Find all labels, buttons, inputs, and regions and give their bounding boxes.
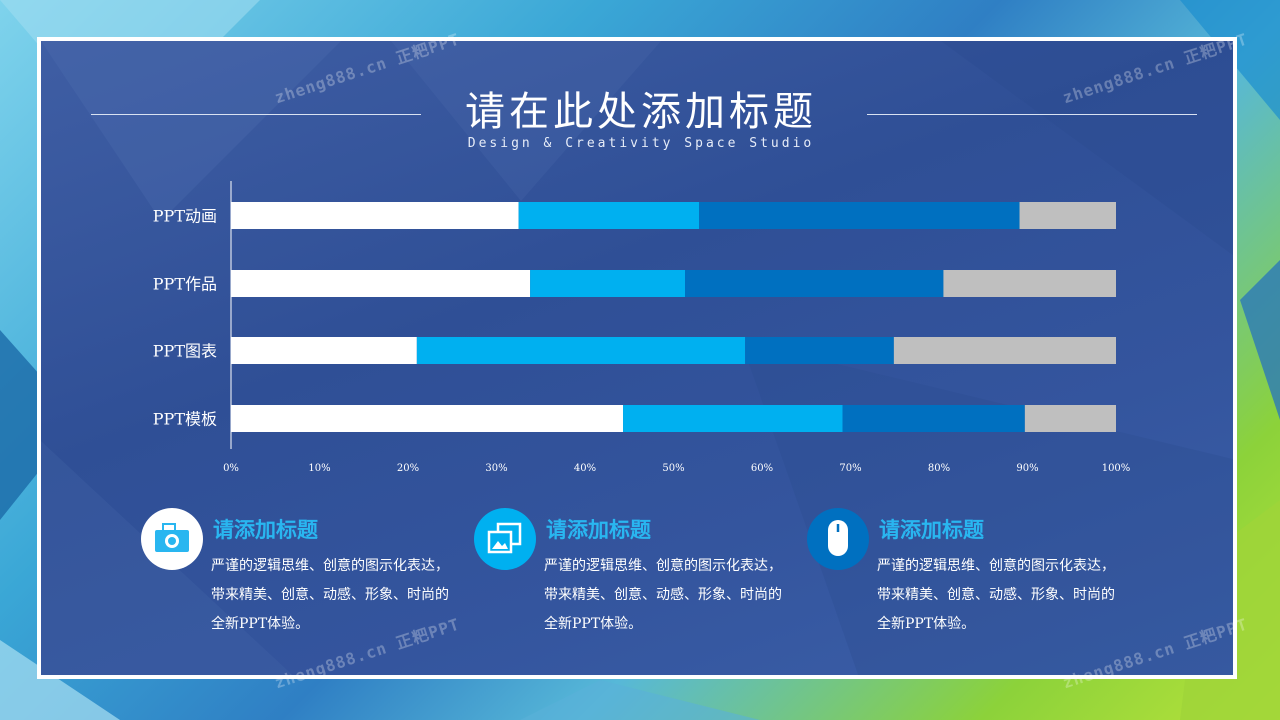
- title-rule-left: [91, 114, 421, 115]
- info-card-3: 请添加标题 严谨的逻辑思维、创意的图示化表达，带来精美、创意、动感、形象、时尚的…: [807, 508, 1127, 648]
- title-rule-right: [867, 114, 1197, 115]
- mouse-icon-glyph: [828, 520, 848, 556]
- x-tick-label: 80%: [928, 463, 950, 474]
- category-label: PPT动画: [153, 207, 217, 226]
- content-frame: 请在此处添加标题 Design & Creativity Space Studi…: [37, 37, 1237, 679]
- bar-segment: [231, 202, 519, 229]
- info-card-2: 请添加标题 严谨的逻辑思维、创意的图示化表达，带来精美、创意、动感、形象、时尚的…: [474, 508, 794, 648]
- card-title: 请添加标题: [213, 518, 318, 542]
- bar-segment: [530, 270, 686, 297]
- photos-icon-glyph: [487, 522, 522, 554]
- bar-segment: [231, 337, 417, 364]
- camera-icon: [141, 508, 203, 570]
- bar-segment: [1024, 405, 1116, 432]
- x-tick-label: 100%: [1102, 463, 1131, 474]
- x-tick-label: 90%: [1016, 463, 1038, 474]
- photos-icon: [474, 508, 536, 570]
- card-title: 请添加标题: [879, 518, 984, 542]
- card-text: 严谨的逻辑思维、创意的图示化表达，带来精美、创意、动感、形象、时尚的全新PPT体…: [877, 558, 1115, 632]
- bar-segment: [943, 270, 1116, 297]
- bar-segment: [231, 405, 624, 432]
- stacked-bar-chart: PPT动画 PPT作品 PPT图表 PPT模板 0% 10% 20% 30% 40% 50% 60%…: [153, 181, 1131, 474]
- x-tick-label: 50%: [662, 463, 684, 474]
- bar-segment: [416, 337, 746, 364]
- category-label: PPT图表: [153, 342, 217, 361]
- bar-segment: [231, 270, 531, 297]
- x-tick-label: 30%: [485, 463, 507, 474]
- x-tick-label: 0%: [223, 463, 239, 474]
- card-title: 请添加标题: [546, 518, 651, 542]
- bar-segment: [1019, 202, 1116, 229]
- card-text: 严谨的逻辑思维、创意的图示化表达，带来精美、创意、动感、形象、时尚的全新PPT体…: [211, 558, 449, 632]
- category-label: PPT作品: [153, 275, 217, 294]
- x-tick-label: 60%: [751, 463, 773, 474]
- bar-segment: [518, 202, 700, 229]
- bar-segment: [842, 405, 1025, 432]
- bar-segment: [699, 202, 1020, 229]
- category-label: PPT模板: [153, 410, 217, 429]
- card-text: 严谨的逻辑思维、创意的图示化表达，带来精美、创意、动感、形象、时尚的全新PPT体…: [544, 558, 782, 632]
- x-tick-label: 70%: [839, 463, 861, 474]
- bar-segment: [685, 270, 944, 297]
- x-tick-label: 20%: [397, 463, 419, 474]
- bar-segment: [623, 405, 843, 432]
- info-card-1: 请添加标题 严谨的逻辑思维、创意的图示化表达，带来精美、创意、动感、形象、时尚的…: [141, 508, 461, 648]
- camera-icon-glyph: [155, 523, 189, 552]
- bar-segment: [745, 337, 894, 364]
- mouse-icon: [807, 508, 869, 570]
- x-tick-label: 40%: [574, 463, 596, 474]
- slide-subtitle: Design & Creativity Space Studio: [467, 136, 815, 151]
- bar-segment: [893, 337, 1116, 364]
- x-tick-label: 10%: [308, 463, 330, 474]
- slide-title: 请在此处添加标题: [465, 89, 817, 135]
